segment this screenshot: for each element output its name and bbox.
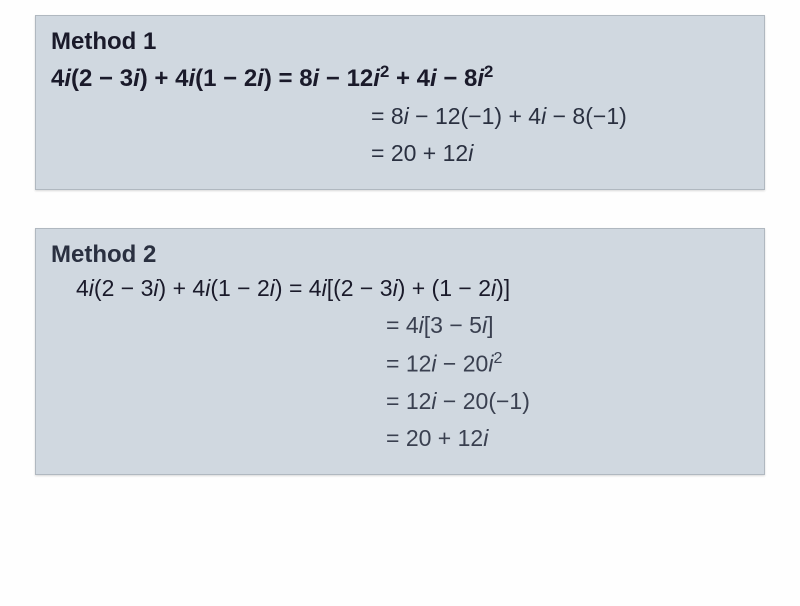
method-1-title: Method 1	[51, 28, 749, 56]
method-1-title-text: Method 1	[51, 28, 156, 55]
method-1-equation-1: 4i(2 − 3i) + 4i(1 − 2i) = 8i − 12i2 + 4i…	[51, 62, 749, 93]
method-2-equation-5: = 20 + 12i	[51, 425, 749, 452]
method-2-block: Method 2 4i(2 − 3i) + 4i(1 − 2i) = 4i[(2…	[35, 228, 765, 475]
method-2-title-text: Method 2	[51, 241, 156, 268]
method-2-title: Method 2	[51, 241, 749, 269]
method-1-equation-3: = 20 + 12i	[51, 140, 749, 167]
method-2-equation-1: 4i(2 − 3i) + 4i(1 − 2i) = 4i[(2 − 3i) + …	[51, 275, 749, 302]
method-1-equation-2: = 8i − 12(−1) + 4i − 8(−1)	[51, 103, 749, 130]
method-2-equation-4: = 12i − 20(−1)	[51, 388, 749, 415]
method-2-equation-3: = 12i − 20i2	[51, 349, 749, 378]
method-2-equation-2: = 4i[3 − 5i]	[51, 312, 749, 339]
method-1-block: Method 1 4i(2 − 3i) + 4i(1 − 2i) = 8i − …	[35, 15, 765, 190]
